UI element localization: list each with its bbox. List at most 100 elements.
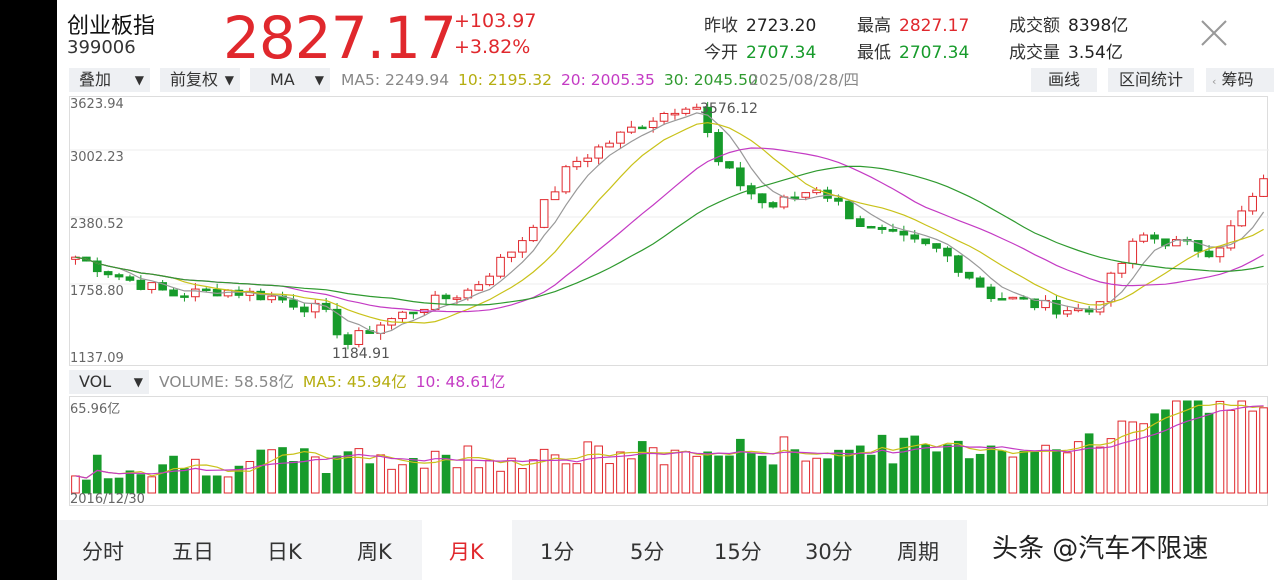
candle [158,282,167,291]
start-date-label: 2016/12/30 [70,492,145,507]
candle [289,299,298,308]
volume-bar [1041,444,1050,494]
candle [801,192,811,198]
volume-bar [616,451,625,494]
volume-bar [169,455,178,494]
volume-svg [71,400,1268,494]
volume-bar [790,449,800,494]
candle [637,126,647,130]
volume-bar [888,463,898,494]
cursor-date: 2025/08/28/四 [749,71,860,89]
candle [1215,247,1225,258]
adjust-dropdown[interactable]: 前复权 ▼ [160,68,240,92]
volume-bar [300,448,309,494]
volume-chart[interactable]: 65.96亿 2016/12/30 [69,396,1268,507]
volume-bar [343,451,353,494]
volume-bar [1237,400,1247,494]
candle [1248,195,1257,212]
volume-bar [605,463,614,494]
volume-bar [278,447,287,494]
tab-3[interactable]: 周K [357,540,392,564]
volume-bar [736,438,745,494]
ma-line [75,165,1264,306]
candle [300,306,309,313]
volume-bar [1052,449,1061,494]
tab-2[interactable]: 日K [267,540,302,564]
candle [648,120,658,129]
volume-bar [136,474,146,494]
low-marker-label: 1184.91 [332,346,390,362]
tab-7[interactable]: 15分 [714,540,762,564]
chips-button[interactable]: ‹ 筹码 [1206,68,1274,92]
volume-ma10: 10: 48.61亿 [415,373,506,391]
candle [845,200,854,220]
candle [1204,250,1214,258]
candle [1106,272,1116,303]
candle [975,277,985,288]
current-price: 2827.17 [223,4,457,72]
tab-4[interactable]: 月K [449,540,484,564]
indicator-dropdown[interactable]: MA ▼ [250,68,330,92]
volume-bar [267,449,276,494]
tab-5[interactable]: 1分 [540,540,575,564]
volume-bar [1193,400,1203,494]
kline-svg [70,101,1269,350]
volume-bar [289,461,298,494]
candle [964,271,974,279]
chevron-down-icon: ▼ [133,375,143,389]
volume-indicator-dropdown[interactable]: VOL ▼ [69,370,149,394]
volume-bar [648,447,658,494]
volume-bar [125,470,135,494]
candle [681,108,691,114]
volume-bar [845,449,854,494]
chart-toolbar: 叠加 ▼ 前复权 ▼ MA ▼ MA5: 2249.94 10: 2195.32 20… [69,68,1274,92]
candle [539,199,549,228]
tab-8[interactable]: 30分 [805,540,853,564]
tab-9[interactable]: 周期 [897,540,939,564]
overlay-dropdown[interactable]: 叠加 ▼ [69,68,150,92]
ma-legend: MA5: 2249.94 10: 2195.32 20: 2005.35 30:… [341,68,762,92]
tab-6[interactable]: 5分 [630,540,665,564]
candle [877,226,887,230]
candle [670,112,680,116]
stat-prev-close: 昨收 2723.20 [704,16,817,36]
candle [409,311,418,315]
candle [528,226,538,242]
volume-bar [670,449,680,494]
kline-chart[interactable]: 3623.94 3002.23 2380.52 1758.80 1137.09 … [69,96,1269,366]
volume-bar [823,458,832,494]
candle [714,132,723,163]
tab-1[interactable]: 五日 [172,540,214,564]
volume-bar [550,454,560,494]
close-icon[interactable] [1199,18,1229,48]
chevron-left-icon: ‹ [1212,75,1217,88]
chevron-down-icon: ▼ [314,73,324,87]
candle [92,260,102,273]
volume-bar [997,450,1007,494]
volume-bar [485,459,494,494]
volume-bar [419,467,429,494]
volume-bar [1008,456,1018,494]
candle [1139,234,1148,242]
range-stat-button[interactable]: 区间统计 [1108,68,1194,92]
ma10-value: 10: 2195.32 [458,71,552,89]
volume-bar [452,467,462,494]
stat-volume: 成交量 3.54亿 [1009,43,1123,63]
candle [583,157,593,162]
volume-bar [539,448,549,494]
candle [496,256,505,277]
volume-bar [746,453,756,494]
draw-line-button[interactable]: 画线 [1031,68,1097,92]
volume-bar [714,455,723,494]
volume-bar [1073,441,1083,494]
candle [343,334,353,345]
volume-bar [365,463,375,494]
volume-bar [1106,438,1116,494]
tab-0[interactable]: 分时 [82,540,124,564]
volume-bar [975,453,985,494]
volume-bar [398,464,407,494]
stock-detail-screen: 创业板指 399006 2827.17 +103.97 +3.82% 昨收 272… [57,0,1280,580]
volume-bar [92,454,102,494]
candle [518,240,527,253]
volume-bar [1215,400,1225,494]
